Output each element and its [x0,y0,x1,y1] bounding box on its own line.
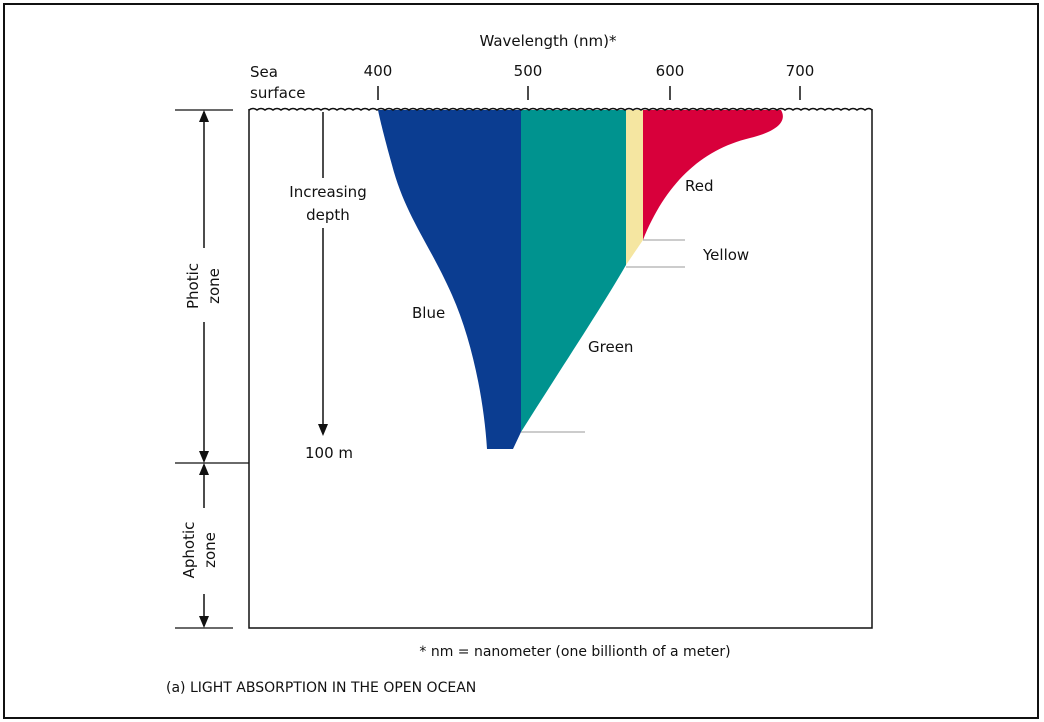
photic-zone-arrow-head-top [199,110,209,122]
red-label: Red [685,177,714,195]
footnote: * nm = nanometer (one billionth of a met… [419,644,730,660]
depth-label-background [282,178,366,228]
aphotic-zone-arrow-head-top [199,463,209,475]
tick-label-700: 700 [786,62,815,80]
photic-label-background [178,248,228,322]
depth-label-line1: Increasing [289,183,366,201]
tick-label-500: 500 [514,62,543,80]
green-region [521,110,626,432]
yellow-region [626,110,643,265]
blue-label: Blue [412,304,445,322]
axis-title: Wavelength (nm)* [479,32,617,50]
depth-label-line2: depth [306,206,350,224]
sea-surface-line [248,107,873,111]
figure-caption: (a) LIGHT ABSORPTION IN THE OPEN OCEAN [166,680,476,696]
aphotic-zone-label-line1: Aphotic [180,522,198,579]
aphotic-label-background [178,508,228,594]
photic-zone-label-line1: Photic [184,263,202,309]
red-region [643,110,783,240]
green-label: Green [588,338,633,356]
aphotic-zone-label-line2: zone [201,532,219,568]
aphotic-zone-arrow-head-bottom [199,616,209,628]
blue-region [378,110,521,449]
photic-zone-label-line2: zone [205,268,223,304]
sea-surface-label-line1: Sea [250,63,278,81]
depth-end-label: 100 m [305,444,353,462]
tick-label-600: 600 [656,62,685,80]
chart-frame [248,109,873,629]
depth-arrow-head [318,424,328,436]
yellow-label: Yellow [702,246,749,264]
photic-zone-arrow-head-bottom [199,451,209,463]
sea-surface-label-line2: surface [250,84,305,102]
tick-label-400: 400 [364,62,393,80]
